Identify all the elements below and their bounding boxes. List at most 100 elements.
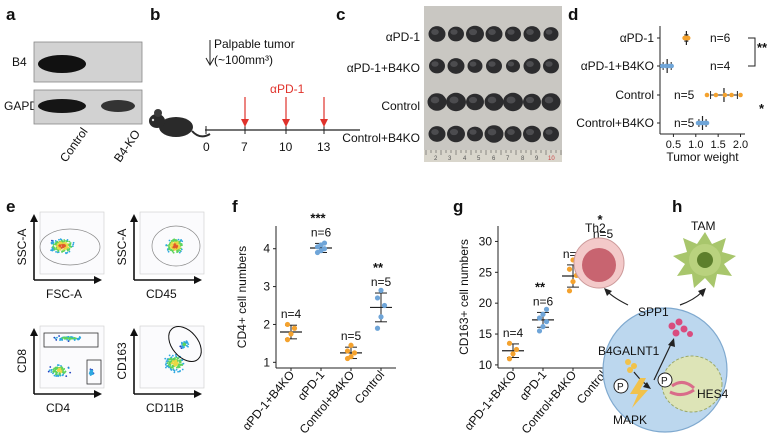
event-dot — [52, 243, 55, 246]
event-dot — [174, 239, 177, 242]
y-tick-label: 25 — [479, 265, 493, 279]
event-dot — [66, 249, 69, 252]
spp1-label: SPP1 — [638, 305, 669, 319]
event-dot — [176, 359, 179, 362]
lane-label-control: Control — [57, 125, 91, 165]
arrow-to-mapk-head — [643, 382, 651, 389]
gate-cd4 — [86, 359, 102, 385]
tumor-volume-label: (~100mm³) — [214, 53, 273, 67]
event-dot — [64, 246, 66, 249]
event-dot — [175, 366, 178, 369]
event-dot — [173, 357, 176, 360]
y-axis-arrow-head — [130, 328, 138, 336]
gate — [39, 228, 101, 266]
x-axis-arrow-head — [94, 390, 102, 398]
event-dot — [181, 344, 184, 347]
data-point — [566, 288, 573, 294]
event-dot — [176, 243, 178, 246]
event-dot — [56, 244, 59, 246]
event-dot — [170, 356, 173, 359]
event-dot — [55, 247, 58, 249]
event-dot — [63, 336, 66, 339]
event-dot — [55, 243, 57, 246]
significance-marker: *** — [310, 210, 326, 225]
event-dot — [51, 239, 53, 242]
event-dot — [182, 362, 185, 365]
event-dot — [71, 245, 74, 248]
event-dot — [50, 242, 53, 245]
event-dot — [67, 367, 70, 370]
tumor-sample-highlight — [507, 29, 515, 35]
event-dot — [77, 338, 80, 341]
n-label: n=6 — [533, 294, 554, 308]
event-dot — [68, 240, 71, 243]
event-dot — [63, 239, 66, 241]
event-dot — [63, 371, 66, 374]
event-dot — [182, 342, 185, 345]
data-point — [738, 92, 743, 98]
ruler-number: 8 — [521, 156, 525, 162]
event-dot — [57, 367, 60, 370]
event-dot — [176, 250, 179, 253]
svg-text:P: P — [661, 376, 668, 387]
tumor-sample-highlight — [526, 29, 534, 35]
event-dot — [65, 246, 68, 249]
tumor-sample-highlight — [545, 29, 553, 35]
y-tick-label: 15 — [479, 327, 493, 341]
tumor-sample-highlight — [431, 29, 439, 35]
event-dot — [165, 244, 168, 247]
phosphate-icon: P — [613, 378, 629, 394]
event-dot — [175, 361, 178, 364]
event-dot — [177, 357, 179, 360]
event-dot — [173, 249, 176, 251]
data-point — [513, 346, 520, 353]
tumor-sample-highlight — [506, 96, 516, 104]
b4galnt1-label: B4GALNT1 — [598, 344, 660, 358]
category-label: Control+B4KO — [576, 116, 654, 130]
event-dot — [47, 370, 50, 373]
tumor-sample-highlight — [487, 96, 497, 104]
tumor-sample-highlight — [449, 96, 459, 104]
event-dot — [70, 246, 73, 248]
data-point — [536, 328, 543, 334]
event-dot — [73, 339, 76, 341]
event-dot — [177, 241, 179, 244]
apd1-label: αPD-1 — [270, 82, 305, 96]
event-dot — [65, 245, 68, 247]
tumor-photo-samples — [427, 25, 561, 143]
data-point — [378, 287, 384, 293]
event-dot — [170, 246, 173, 249]
event-dot — [175, 239, 178, 242]
timeline-day-0: 0 — [203, 140, 210, 154]
event-dot — [60, 247, 63, 249]
tumor-sample-highlight — [430, 96, 440, 104]
event-dot — [178, 251, 181, 254]
event-dot — [60, 368, 63, 370]
palpable-tumor-label: Palpable tumor — [214, 37, 295, 51]
event-dot — [173, 238, 176, 241]
event-dot — [164, 363, 167, 366]
event-dot — [165, 362, 168, 365]
event-dot — [69, 371, 72, 374]
blot-band-gapdh-b4ko — [101, 100, 135, 112]
event-dot — [63, 244, 66, 247]
significance-marker: ** — [373, 260, 384, 275]
data-point — [381, 302, 388, 309]
data-point — [566, 266, 573, 272]
lightning-icon — [630, 378, 648, 408]
n-label: n=4 — [503, 326, 524, 340]
event-dot — [64, 251, 67, 254]
n-label: n=5 — [674, 116, 695, 130]
event-dot — [174, 359, 177, 362]
event-dot — [70, 337, 73, 340]
tam-cell — [673, 232, 736, 288]
data-point — [540, 324, 546, 330]
flow-y-label: CD8 — [15, 349, 29, 373]
event-dot — [55, 373, 58, 376]
b4galnt1-molecules — [625, 359, 637, 373]
event-dot — [89, 371, 92, 374]
x-axis-arrow-head — [94, 276, 102, 284]
y-tick-label: 30 — [479, 234, 493, 248]
event-dot — [173, 371, 176, 374]
tumor-row-label-apd1-b4ko: αPD-1+B4KO — [347, 61, 420, 75]
